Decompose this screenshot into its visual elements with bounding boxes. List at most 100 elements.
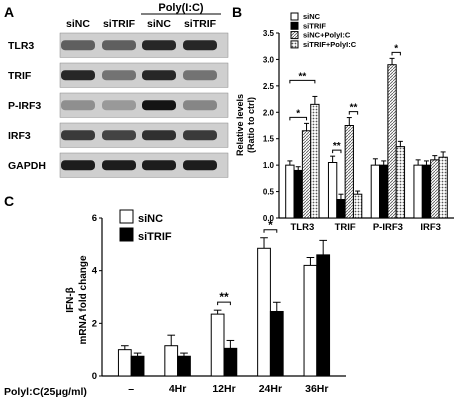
- y-axis-label: IFN-β: [65, 287, 76, 313]
- x-tick-label: –: [128, 383, 134, 395]
- legend-label: siTRIF+PolyI:C: [303, 40, 357, 49]
- significance-mark: *: [394, 43, 398, 54]
- blot-band: [102, 160, 136, 171]
- bar-sitrif: [269, 310, 284, 377]
- bar-sinc: [257, 247, 271, 377]
- blot-band: [142, 100, 176, 111]
- bar-sinc-polyi-c: [344, 125, 354, 219]
- bar-sitrif: [293, 169, 303, 219]
- bar-sitrif-polyi-c: [310, 103, 320, 219]
- y-tick-label: 1.5: [263, 135, 275, 144]
- blot-band: [183, 160, 217, 171]
- protein-label: P-IRF3: [8, 100, 41, 112]
- blot-band: [102, 130, 136, 141]
- x-tick-label: TRIF: [335, 222, 356, 233]
- y-tick-label: 4: [92, 266, 98, 277]
- bar-sinc: [327, 162, 338, 219]
- x-tick-label: TLR3: [291, 222, 315, 233]
- bar-sinc: [210, 313, 225, 377]
- protein-label: GAPDH: [8, 160, 46, 172]
- significance-bracket: [289, 116, 308, 121]
- blot-band: [142, 130, 176, 141]
- bar-sinc: [117, 349, 132, 377]
- significance-bracket: [217, 301, 231, 306]
- bar-sinc: [303, 264, 318, 377]
- panel-letter-a: A: [4, 4, 14, 20]
- blot-band: [183, 100, 217, 111]
- legend-label: siNC+PolyI:C: [303, 31, 351, 40]
- legend-label: siNC: [303, 12, 321, 21]
- bar-sinc: [285, 164, 295, 219]
- bar-sinc: [413, 164, 423, 219]
- blot-band: [61, 40, 95, 51]
- lane-label: siNC: [147, 18, 171, 30]
- significance-mark: **: [219, 290, 229, 304]
- y-axis-label: Relative levels: [235, 94, 245, 156]
- lane-label: siTRIF: [184, 18, 217, 30]
- bar-sitrif: [223, 347, 238, 377]
- treatment-label: Poly(I:C): [158, 2, 204, 14]
- blot-band: [102, 40, 136, 51]
- legend-swatch: [290, 40, 299, 49]
- significance-mark: *: [268, 218, 273, 232]
- blot-band: [61, 160, 95, 171]
- y-tick-label: 0: [92, 371, 97, 382]
- significance-bracket: [263, 229, 278, 233]
- significance-bracket: [391, 51, 401, 56]
- chart-b: 0.0 0.5 1.0 1.5 2.0 2.5 3.0 3.5 Relative levels(…: [235, 12, 454, 233]
- bar-sitrif: [130, 355, 145, 377]
- x-tick-label: 24Hr: [259, 383, 282, 395]
- significance-mark: **: [298, 71, 306, 82]
- y-tick-label: 6: [92, 213, 97, 224]
- significance-bracket: [289, 79, 316, 84]
- x-tick-label: P-IRF3: [373, 222, 403, 233]
- blot-band: [183, 130, 217, 141]
- significance-bracket: [332, 149, 342, 154]
- x-axis-label: Polyl:C(25μg/ml): [4, 386, 87, 398]
- y-tick-label: 2.0: [263, 108, 275, 117]
- blot-band: [102, 100, 136, 111]
- y-tick-label: 3.5: [263, 29, 275, 38]
- bar-sitrif-polyi-c: [395, 146, 406, 219]
- protein-label: TLR3: [8, 40, 34, 52]
- legend-swatch: [290, 12, 299, 21]
- bar-sitrif: [177, 355, 191, 377]
- protein-label: TRIF: [8, 70, 32, 82]
- protein-label: IRF3: [8, 130, 31, 142]
- legend-swatch: [290, 31, 299, 40]
- y-tick-label: 2: [92, 318, 97, 329]
- bar-sitrif: [379, 164, 389, 219]
- western-blot: siNC siTRIF siNC siTRIF TLR3 TRIF P-IRF3 IRF3 GA…: [8, 18, 229, 178]
- significance-mark: *: [296, 108, 300, 119]
- x-tick-label: 4Hr: [169, 383, 187, 395]
- x-tick-label: 12Hr: [212, 383, 235, 395]
- lane-label: siTRIF: [103, 18, 136, 30]
- legend-label: siTRIF: [138, 231, 172, 243]
- bar-sinc-polyi-c: [430, 159, 440, 219]
- legend-swatch: [290, 21, 299, 30]
- x-tick-label: IRF3: [420, 222, 441, 233]
- bar-sitrif: [316, 254, 331, 377]
- legend-swatch: [119, 209, 134, 224]
- significance-mark: **: [333, 141, 341, 152]
- x-tick-label: 36Hr: [305, 383, 328, 395]
- y-tick-label: 1.0: [263, 161, 275, 170]
- blot-band: [142, 160, 176, 171]
- blot-band: [142, 70, 176, 81]
- bar-sinc: [370, 164, 381, 219]
- panel-letter-b: B: [232, 4, 242, 20]
- blot-band: [61, 70, 95, 81]
- bar-sinc-polyi-c: [301, 130, 312, 219]
- blot-band: [183, 70, 217, 81]
- legend-label: siTRIF: [303, 21, 326, 30]
- bar-sinc: [164, 345, 179, 377]
- y-tick-label: 2.5: [263, 82, 275, 91]
- blot-band: [142, 40, 176, 51]
- lane-label: siNC: [66, 18, 90, 30]
- blot-band: [61, 130, 95, 141]
- significance-bracket: [348, 111, 359, 115]
- bar-sitrif: [421, 164, 432, 219]
- y-tick-label: 3.0: [263, 55, 275, 64]
- y-tick-label: 0.5: [263, 188, 275, 197]
